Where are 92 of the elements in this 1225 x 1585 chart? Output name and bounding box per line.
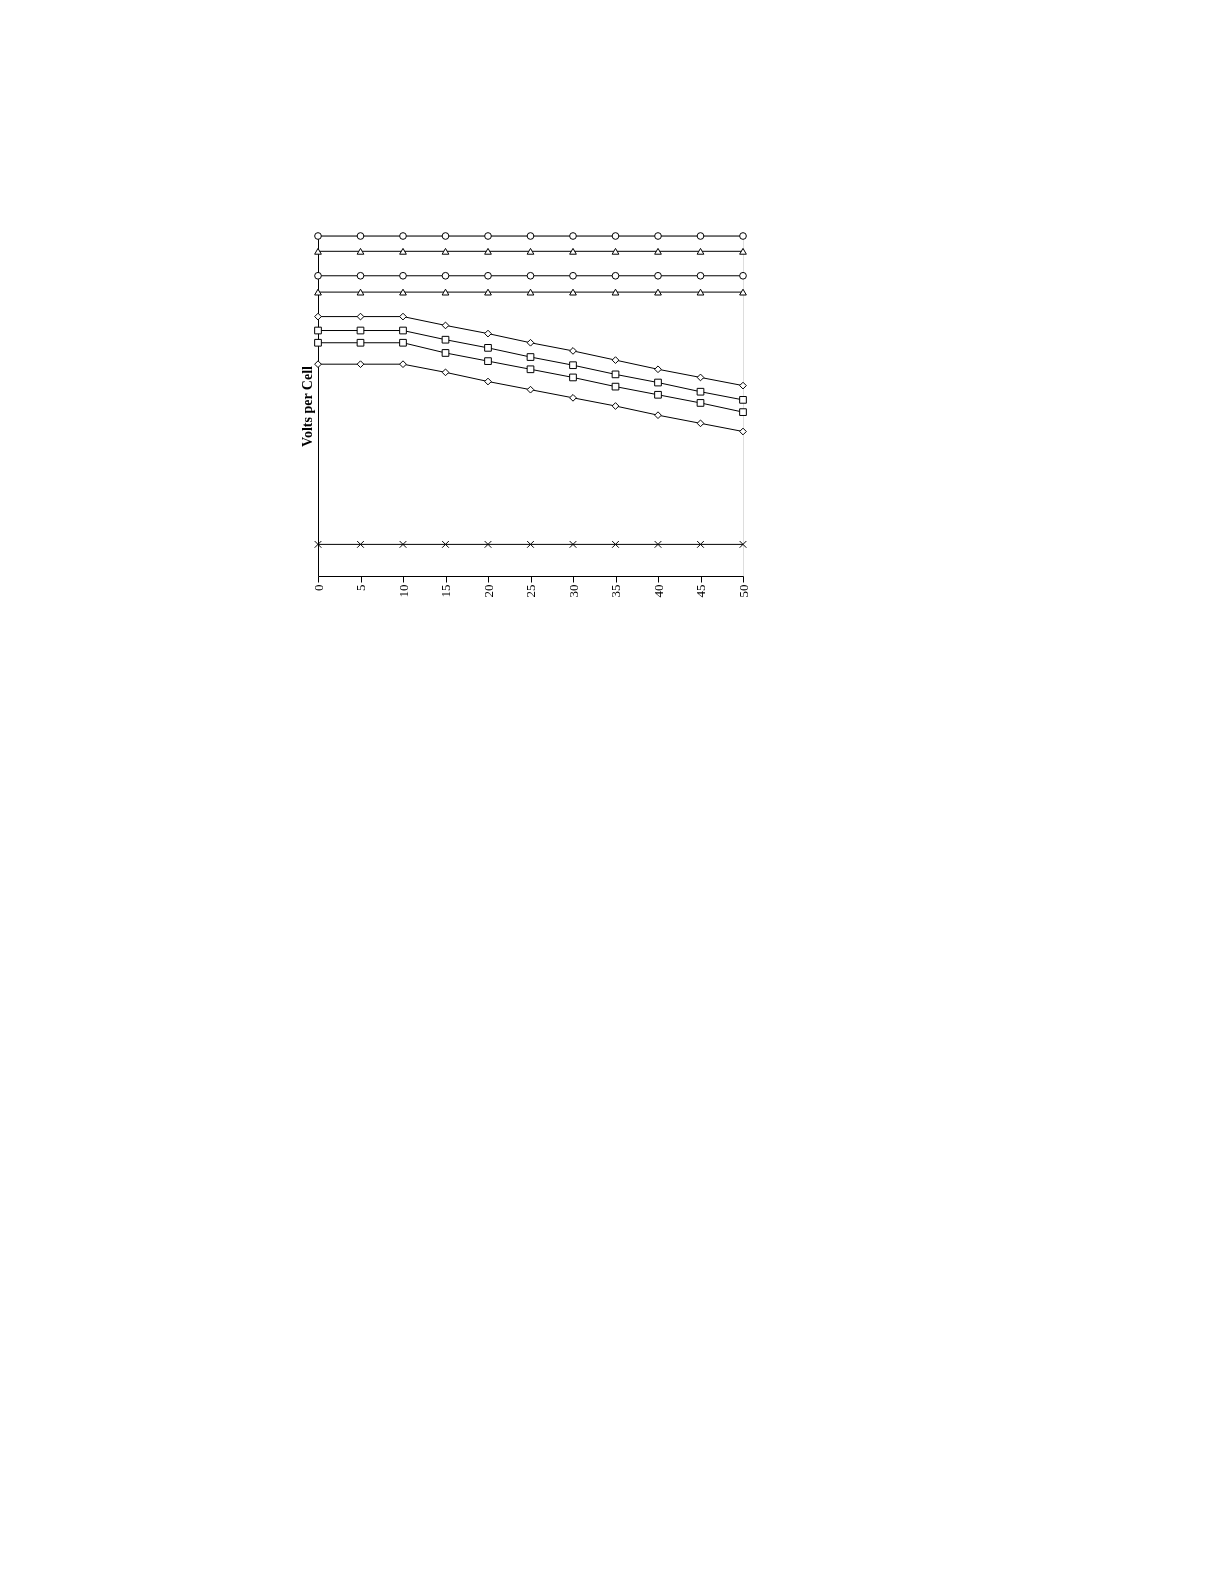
point: [526, 288, 535, 296]
point: [399, 326, 407, 335]
point: [654, 288, 662, 296]
point: [696, 247, 705, 255]
point: [441, 232, 450, 240]
point: [399, 247, 407, 255]
point: [739, 396, 747, 404]
x-tick-label: 10: [395, 584, 411, 598]
point: [484, 247, 492, 255]
x-tick-label: 25: [523, 584, 538, 598]
x-tick-label: 20: [480, 584, 496, 598]
point: [484, 540, 492, 549]
point: [569, 232, 577, 240]
point: [654, 390, 662, 399]
point: [696, 540, 705, 549]
point: [314, 247, 322, 255]
point: [739, 232, 747, 240]
point: [399, 232, 407, 240]
point: [526, 247, 535, 255]
point: [611, 370, 620, 379]
point: [314, 326, 322, 335]
point: [526, 271, 535, 280]
point: [696, 288, 705, 296]
point: [569, 288, 577, 296]
point: [654, 378, 662, 387]
point: [739, 540, 747, 549]
point: [654, 271, 662, 280]
point: [356, 271, 365, 280]
point: [739, 408, 747, 416]
point: [441, 288, 450, 296]
point: [526, 540, 535, 549]
point: [654, 232, 662, 240]
point: [611, 382, 620, 391]
point: [484, 344, 492, 352]
point: [399, 360, 407, 369]
x-tick-label: 0: [310, 584, 326, 591]
point: [314, 540, 322, 549]
point: [569, 361, 577, 370]
point: [526, 365, 535, 374]
x-tick-label: 5: [353, 584, 368, 591]
point: [696, 387, 705, 396]
point: [526, 338, 535, 347]
point: [399, 288, 407, 296]
point: [739, 288, 747, 296]
x-tick-label: 45: [693, 584, 708, 598]
point: [696, 271, 705, 280]
point: [739, 271, 747, 280]
point: [569, 247, 577, 255]
point: [526, 232, 535, 240]
x-tick-label: 15: [438, 584, 453, 598]
point: [484, 357, 492, 365]
point: [569, 271, 577, 280]
point: [356, 247, 365, 255]
point: [654, 540, 662, 549]
point: [611, 232, 620, 240]
point: [441, 349, 450, 357]
point: [696, 399, 705, 407]
point: [484, 288, 492, 296]
point: [739, 247, 747, 255]
x-tick-label: 40: [650, 584, 666, 598]
point: [611, 540, 620, 549]
point: [526, 353, 535, 361]
point: [569, 393, 577, 402]
point: [356, 338, 365, 347]
point: [314, 232, 322, 240]
point: [314, 271, 322, 280]
point: [569, 373, 577, 382]
point: [569, 540, 577, 549]
point: [441, 540, 450, 549]
y-axis-title: Volts per Cell: [299, 365, 315, 447]
point: [484, 271, 492, 280]
x-tick-label: 30: [565, 584, 581, 598]
point: [314, 288, 322, 296]
point: [399, 338, 407, 347]
point: [356, 540, 365, 549]
point: [611, 288, 620, 296]
x-tick-label: 50: [735, 584, 751, 598]
point: [611, 271, 620, 280]
point: [696, 232, 705, 240]
point: [356, 288, 365, 296]
x-tick-label: 35: [608, 584, 623, 598]
point: [314, 338, 322, 347]
point: [611, 247, 620, 255]
point: [441, 335, 450, 344]
point: [441, 271, 450, 280]
point: [654, 247, 662, 255]
point: [399, 271, 407, 280]
point: [356, 326, 365, 335]
point: [441, 247, 450, 255]
point: [356, 232, 365, 240]
point: [484, 232, 492, 240]
point: [399, 540, 407, 549]
